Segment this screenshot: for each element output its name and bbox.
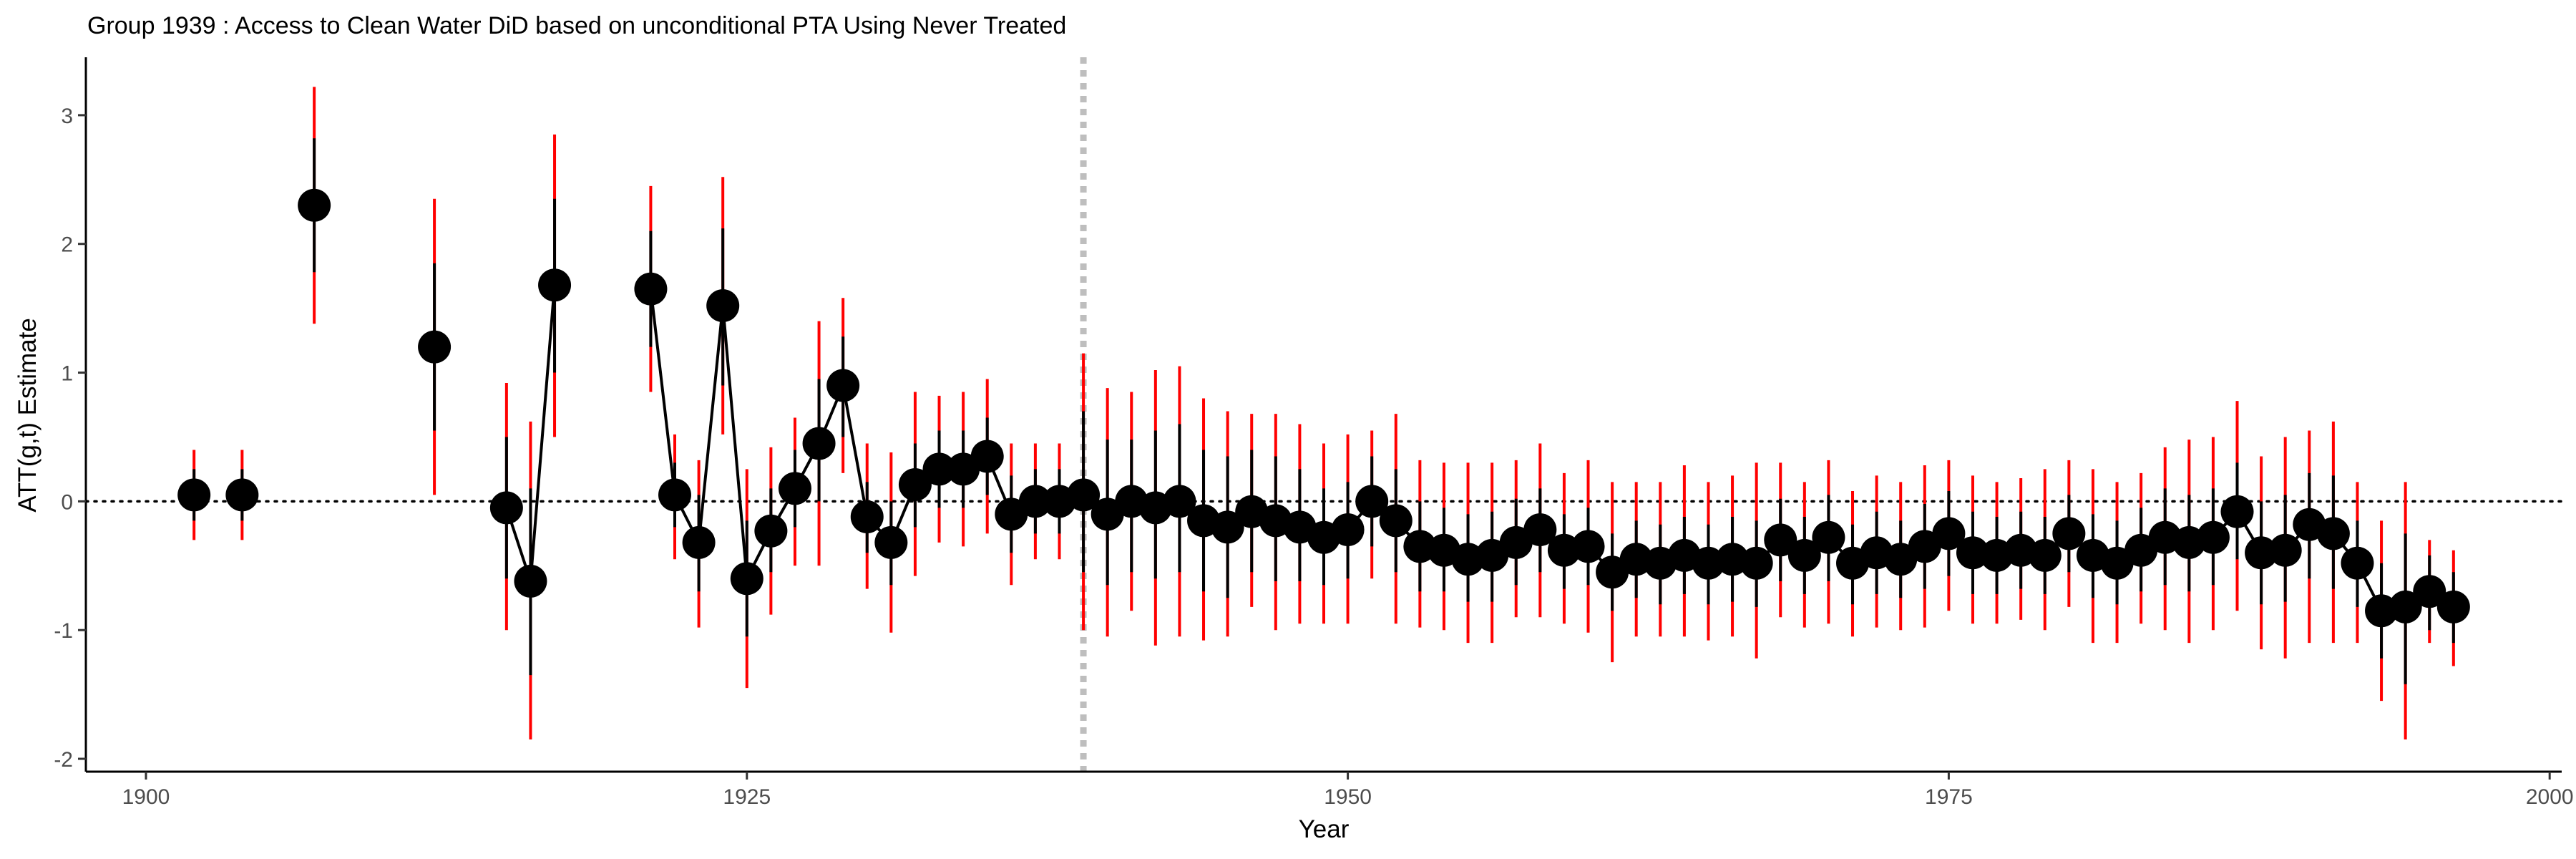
- y-tick-label: 1: [61, 362, 73, 386]
- x-tick-label: 2000: [2526, 785, 2574, 809]
- data-point: [1571, 530, 1605, 563]
- data-point: [1163, 485, 1196, 518]
- data-point: [706, 289, 740, 323]
- data-point: [2341, 546, 2374, 580]
- data-point: [514, 564, 547, 598]
- data-point: [225, 478, 259, 512]
- data-point: [177, 478, 211, 512]
- data-point: [1812, 520, 1845, 554]
- data-point: [1932, 517, 1966, 550]
- chart-title: Group 1939 : Access to Clean Water DiD b…: [87, 12, 1066, 39]
- data-point: [1091, 498, 1124, 531]
- connector-line: [529, 285, 557, 582]
- x-axis-ticks: 1900 1925 1950 1975 2000: [122, 772, 2574, 809]
- data-point: [2100, 546, 2134, 580]
- connector-line: [721, 305, 748, 579]
- data-point: [1018, 485, 1052, 518]
- data-point: [1379, 504, 1413, 538]
- data-point: [970, 440, 1004, 473]
- connector-line: [841, 385, 869, 518]
- data-point: [2052, 517, 2086, 550]
- data-point: [1355, 485, 1389, 518]
- data-point: [682, 525, 716, 559]
- data-point: [947, 452, 980, 486]
- x-tick-label: 1900: [122, 785, 170, 809]
- y-tick-label: 2: [61, 233, 73, 257]
- data-point: [1596, 555, 1629, 589]
- data-point: [1956, 536, 1989, 570]
- data-point: [802, 427, 836, 460]
- data-point: [2316, 517, 2350, 550]
- data-point: [754, 514, 788, 548]
- data-point: [2196, 520, 2230, 554]
- data-point: [634, 272, 668, 306]
- data-point: [658, 478, 692, 512]
- data-point: [2124, 533, 2158, 567]
- x-axis-title: Year: [1299, 815, 1350, 843]
- x-tick-label: 1950: [1324, 785, 1372, 809]
- connector-line: [697, 305, 725, 543]
- data-point: [1523, 513, 1557, 546]
- data-point: [1740, 546, 1773, 580]
- data-point: [1787, 538, 1821, 572]
- data-point: [1475, 538, 1509, 572]
- data-point: [922, 452, 956, 486]
- data-point: [850, 500, 884, 533]
- data-point: [730, 562, 763, 596]
- data-point: [2245, 536, 2278, 570]
- data-point: [2268, 533, 2302, 567]
- y-tick-label: -2: [54, 748, 73, 772]
- data-point: [2389, 590, 2422, 623]
- data-point: [489, 491, 523, 525]
- data-point: [1908, 530, 1941, 563]
- data-point: [1499, 525, 1533, 559]
- data-point: [2413, 575, 2446, 608]
- data-point: [1211, 510, 1244, 544]
- data-point: [2220, 495, 2254, 528]
- data-point: [995, 498, 1028, 531]
- data-point: [538, 268, 572, 302]
- data-point: [298, 188, 331, 222]
- data-point: [1331, 513, 1365, 546]
- data-point: [418, 330, 452, 364]
- y-tick-label: 3: [61, 105, 73, 128]
- y-tick-label: 0: [61, 490, 73, 514]
- y-axis-title: ATT(g,t) Estimate: [14, 318, 42, 513]
- x-tick-label: 1925: [723, 785, 771, 809]
- y-axis-ticks: -2 -1 0 1 2 3: [54, 105, 86, 772]
- plot-area: [84, 57, 2563, 772]
- data-point: [1884, 543, 1918, 576]
- data-point: [2436, 590, 2470, 623]
- y-tick-label: -1: [54, 619, 73, 643]
- data-point: [778, 472, 811, 505]
- data-point: [874, 525, 908, 559]
- data-point: [826, 369, 860, 402]
- x-tick-label: 1975: [1925, 785, 1973, 809]
- data-point: [1067, 478, 1101, 512]
- data-point: [2028, 538, 2062, 572]
- data-point: [898, 468, 932, 502]
- connector-line: [649, 288, 676, 495]
- data-point: [1764, 523, 1797, 557]
